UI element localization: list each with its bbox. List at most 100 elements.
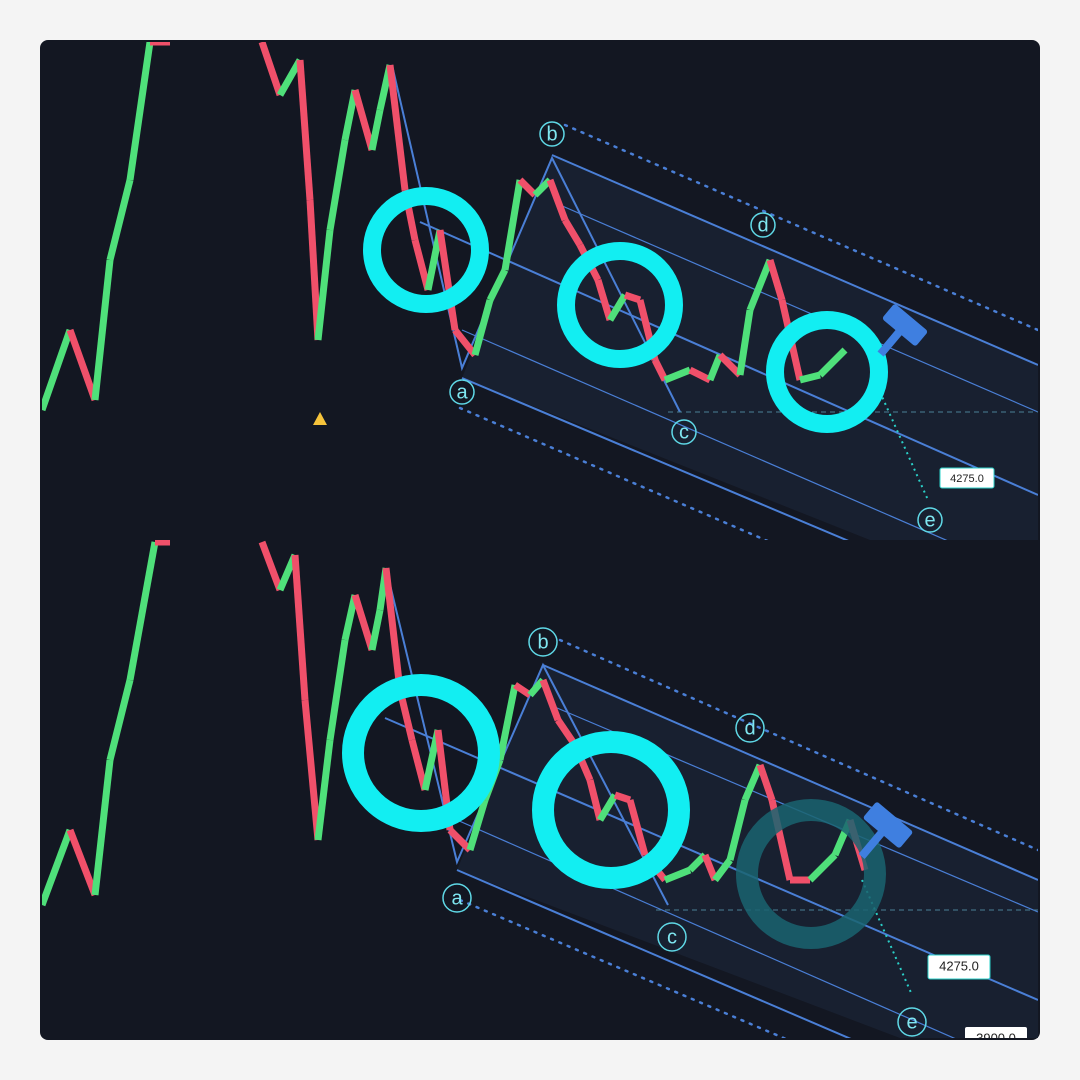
highlight-circle (363, 187, 489, 313)
wave-label: c (679, 421, 689, 443)
price-segment (106, 679, 134, 761)
price-label: 3900.0 (976, 1030, 1016, 1045)
price-segment (314, 739, 334, 841)
price-segment (701, 853, 719, 882)
price-segment (106, 179, 134, 261)
price-segment (623, 291, 642, 304)
channel-line (558, 638, 1038, 852)
price-segment (341, 89, 359, 141)
price-segment (386, 64, 409, 191)
price-segment (517, 177, 538, 198)
wave-label: a (451, 887, 463, 909)
channel-line (419, 221, 1038, 496)
price-tag (939, 467, 995, 489)
highlight-circle (736, 799, 886, 949)
channel-line (542, 664, 1038, 881)
price-segment (368, 609, 384, 651)
highlight-circle (532, 731, 690, 889)
panel-bottom: a b c d e 4275.0 3900.0 (42, 540, 1038, 1045)
price-segment (66, 328, 99, 402)
price-segment (91, 259, 114, 401)
price-segment (626, 799, 649, 856)
wave-label: b (537, 631, 548, 653)
gavel-icon (858, 802, 913, 859)
price-segment (368, 109, 384, 151)
price-segment (341, 594, 359, 641)
price-segment (561, 218, 584, 247)
price-segment (688, 366, 712, 384)
price-segment (807, 852, 838, 883)
price-segment (756, 763, 776, 802)
price-segment (799, 371, 821, 384)
price-segment (736, 309, 754, 376)
price-segment (411, 239, 432, 291)
wave-label: e (924, 509, 935, 531)
price-segment (326, 139, 349, 231)
price-segment (726, 799, 749, 861)
price-segment (706, 353, 724, 382)
price-segment (466, 798, 489, 852)
price-segment (596, 793, 619, 822)
price-segment (326, 639, 349, 741)
wave-label: b (546, 123, 557, 145)
channel-line (559, 204, 1038, 413)
price-segment (717, 352, 743, 378)
price-segment (306, 199, 322, 341)
wave-label: d (757, 214, 768, 236)
price-segment (817, 347, 848, 378)
wave-label: e (906, 1011, 917, 1033)
price-segment (408, 739, 429, 791)
channel-line (458, 898, 787, 1038)
highlight-circle (342, 674, 500, 832)
wave-label: c (667, 926, 677, 948)
price-label: 4275.0 (950, 473, 984, 485)
price-segment (651, 358, 669, 382)
price-segment (501, 179, 524, 271)
wave-labels: a b c d e (442, 627, 927, 1037)
price-segment (296, 59, 314, 201)
price-segment (126, 541, 159, 681)
price-segment (471, 299, 494, 356)
gavel-icon (877, 304, 928, 357)
price-segment (258, 540, 284, 592)
price-segment (546, 178, 569, 222)
price-segment (766, 258, 786, 302)
price-segment (555, 718, 578, 747)
price-segment (746, 258, 774, 312)
price-action (42, 42, 848, 412)
wave-label: d (744, 717, 755, 739)
channel-line (461, 329, 948, 540)
price-tag (927, 954, 991, 980)
price-segment (513, 682, 532, 698)
price-segment (351, 89, 376, 151)
channel-line (551, 154, 1038, 366)
price-segment (486, 268, 509, 302)
price-segment (606, 293, 629, 322)
price-tag (965, 1027, 1027, 1038)
projection-line (879, 391, 929, 501)
price-segment (539, 678, 562, 722)
highlight-circle (766, 311, 888, 433)
price-segment (276, 58, 304, 97)
price-segment (447, 827, 473, 853)
price-segment (314, 229, 334, 341)
price-segment (496, 684, 519, 761)
price-segment (301, 699, 322, 841)
price-segment (663, 866, 692, 884)
price-segment (291, 554, 309, 701)
price-segment (351, 593, 376, 652)
price-segment (42, 328, 74, 412)
price-segment (712, 857, 733, 883)
price-segment (91, 759, 114, 896)
price-segment (258, 42, 284, 97)
price-segment (613, 791, 632, 804)
price-segment (66, 828, 99, 897)
price-segment (382, 567, 404, 691)
wave-label: a (456, 381, 468, 403)
price-segment (741, 763, 764, 802)
highlight-circle (557, 242, 683, 368)
price-action (42, 540, 869, 907)
price-segment (436, 229, 459, 331)
